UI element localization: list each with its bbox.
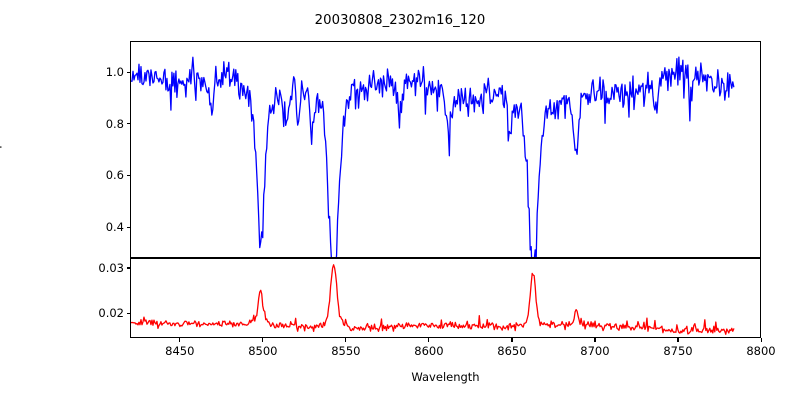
page-title: 20030808_2302m16_120 [314,13,486,28]
x-tick-mark [511,338,513,342]
spectrum-plot-panel [130,41,761,258]
error-plot-panel [130,258,761,338]
y-tick-label-spectrum: 0.4 [105,220,124,234]
y-tick-label-spectrum: 0.6 [105,168,124,183]
x-axis-label: Wavelength [411,370,480,384]
x-tick-label: 8700 [580,344,610,358]
y-tick-label-error: 0.03 [98,260,124,275]
x-tick-mark [677,338,679,342]
y-tick-label-spectrum: 0.8 [105,116,124,131]
error-line-series [131,264,735,335]
x-tick-mark [179,338,181,342]
x-tick-label: 8800 [746,344,776,358]
y-tick-label-error: 0.02 [98,306,124,321]
x-tick-label: 8500 [248,344,278,358]
error-y-axis-label: Error [0,283,2,313]
x-tick-mark [262,338,264,342]
x-tick-mark [428,338,430,342]
x-tick-label: 8750 [663,344,693,358]
x-tick-mark [345,338,347,342]
x-tick-mark [594,338,596,342]
spectrum-y-axis-label: Spectrum [0,100,2,156]
error-trace [131,264,735,335]
x-tick-label: 8450 [165,344,195,358]
x-tick-mark [760,338,762,342]
x-tick-label: 8650 [497,344,527,358]
spectrum-line-series [131,56,735,257]
x-tick-label: 8550 [331,344,361,358]
y-tick-label-spectrum: 1.0 [105,65,124,79]
spectrum-trace [131,56,735,257]
x-tick-label: 8600 [414,344,444,358]
